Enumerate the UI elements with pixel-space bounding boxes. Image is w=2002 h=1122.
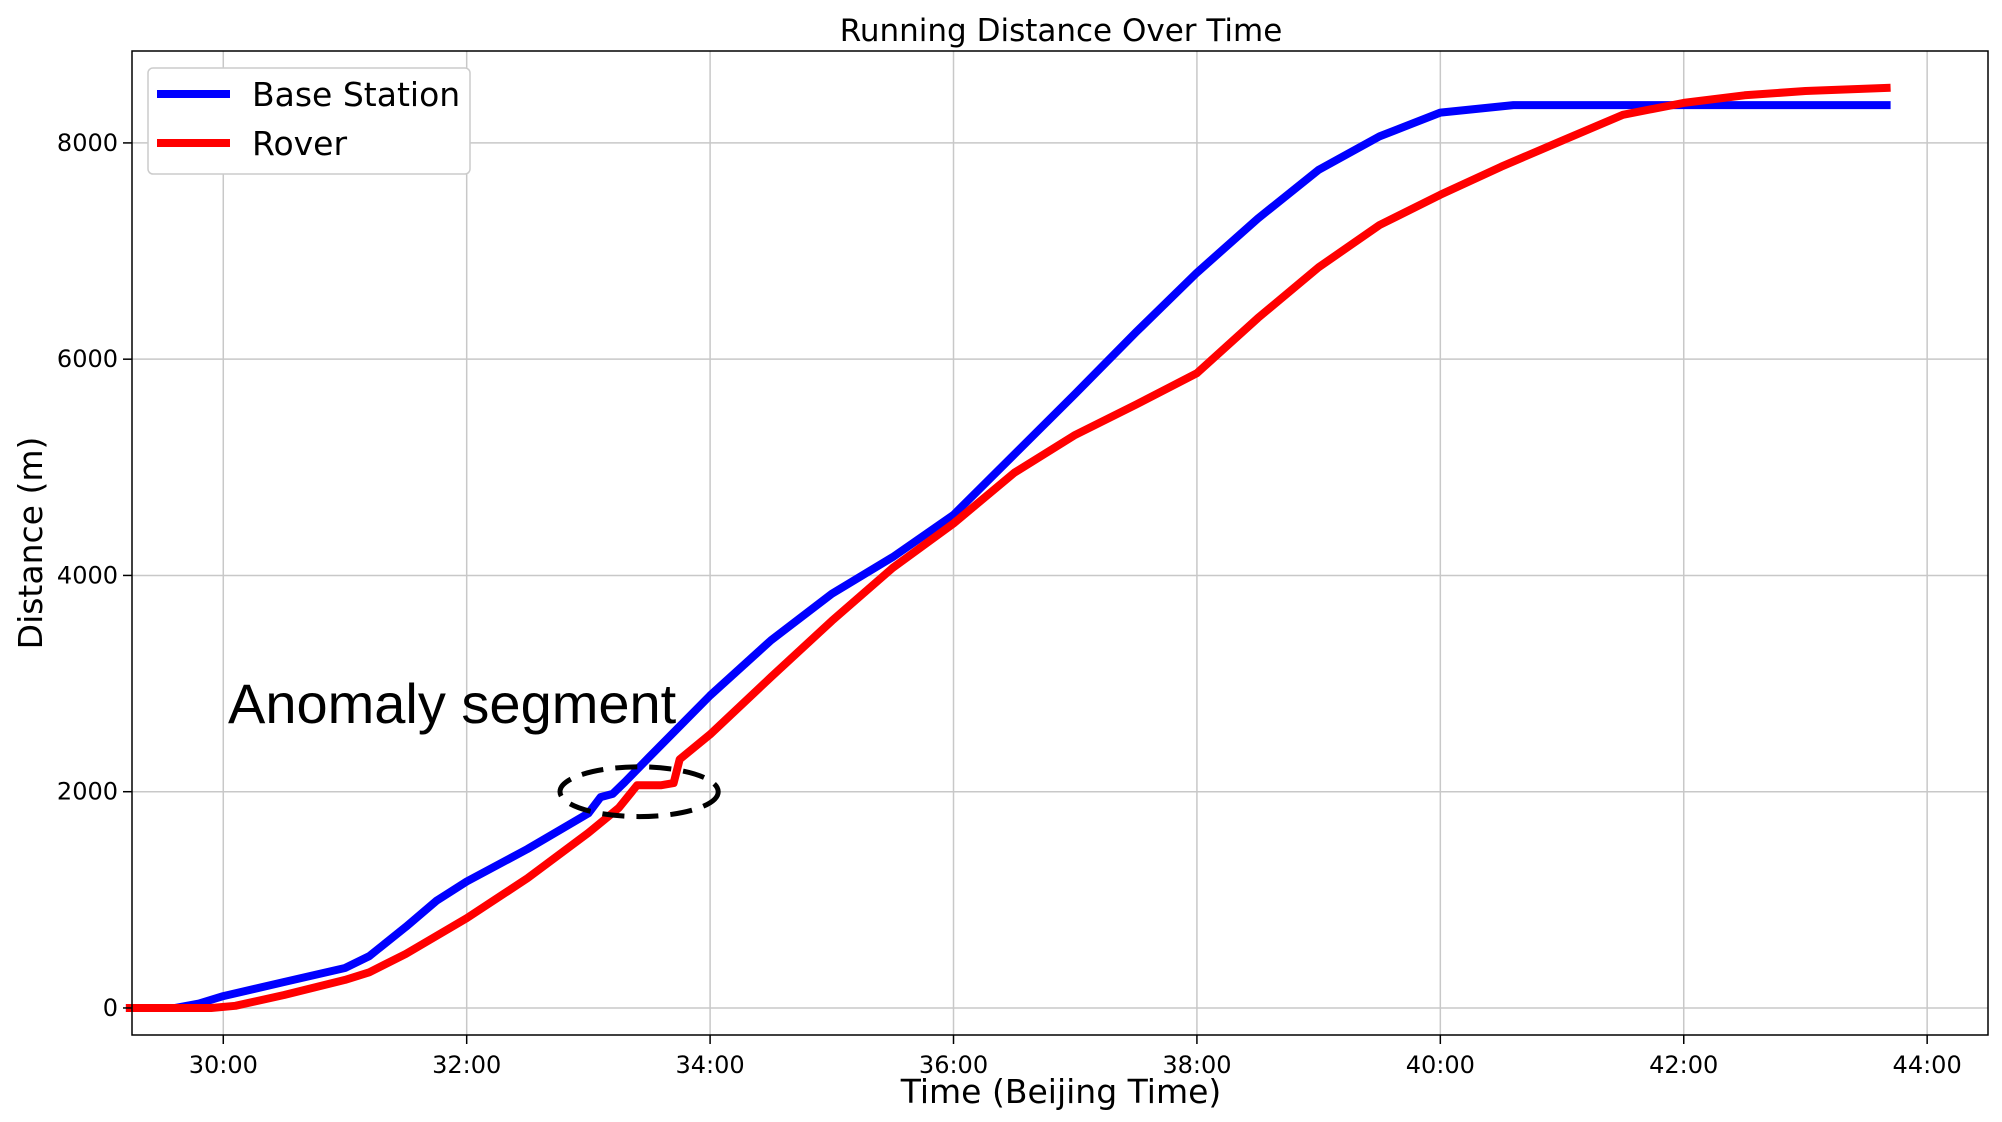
legend: Base Station Rover — [147, 67, 471, 175]
x-tick-label: 44:00 — [1893, 1051, 1962, 1079]
x-tick-label: 32:00 — [432, 1051, 501, 1079]
y-tick-label: 4000 — [57, 561, 118, 589]
annotation-layer: Anomaly segment — [228, 672, 721, 820]
x-tick-label: 30:00 — [189, 1051, 258, 1079]
series-line-rover — [125, 83, 1891, 1012]
x-tick-label: 40:00 — [1406, 1051, 1475, 1079]
anomaly-segment-label: Anomaly segment — [228, 672, 677, 735]
plot-area-border — [131, 50, 1989, 1036]
chart-title: Running Distance Over Time — [840, 13, 1283, 49]
series-layer — [125, 83, 1891, 1012]
grid-layer — [132, 51, 1988, 1035]
tick-layer: 30:00 32:00 34:00 36:00 38:00 40:00 42:00 44:00… — [57, 129, 1962, 1079]
series-line-base-station — [125, 101, 1891, 1012]
y-axis-title: Distance (m) — [11, 437, 50, 650]
y-tick-label: 6000 — [57, 345, 118, 373]
x-tick-label: 36:00 — [919, 1051, 988, 1079]
legend-label-base-station: Base Station — [252, 75, 460, 114]
x-axis-title: Time (Beijing Time) — [900, 1072, 1222, 1111]
x-tick-label: 34:00 — [676, 1051, 745, 1079]
y-tick-label: 8000 — [57, 129, 118, 157]
x-tick-label: 42:00 — [1649, 1051, 1718, 1079]
anomaly-dashed-ellipse — [557, 764, 721, 820]
y-tick-label: 0 — [103, 994, 118, 1022]
y-tick-label: 2000 — [57, 778, 118, 806]
legend-label-rover: Rover — [252, 124, 347, 163]
x-tick-label: 38:00 — [1162, 1051, 1231, 1079]
